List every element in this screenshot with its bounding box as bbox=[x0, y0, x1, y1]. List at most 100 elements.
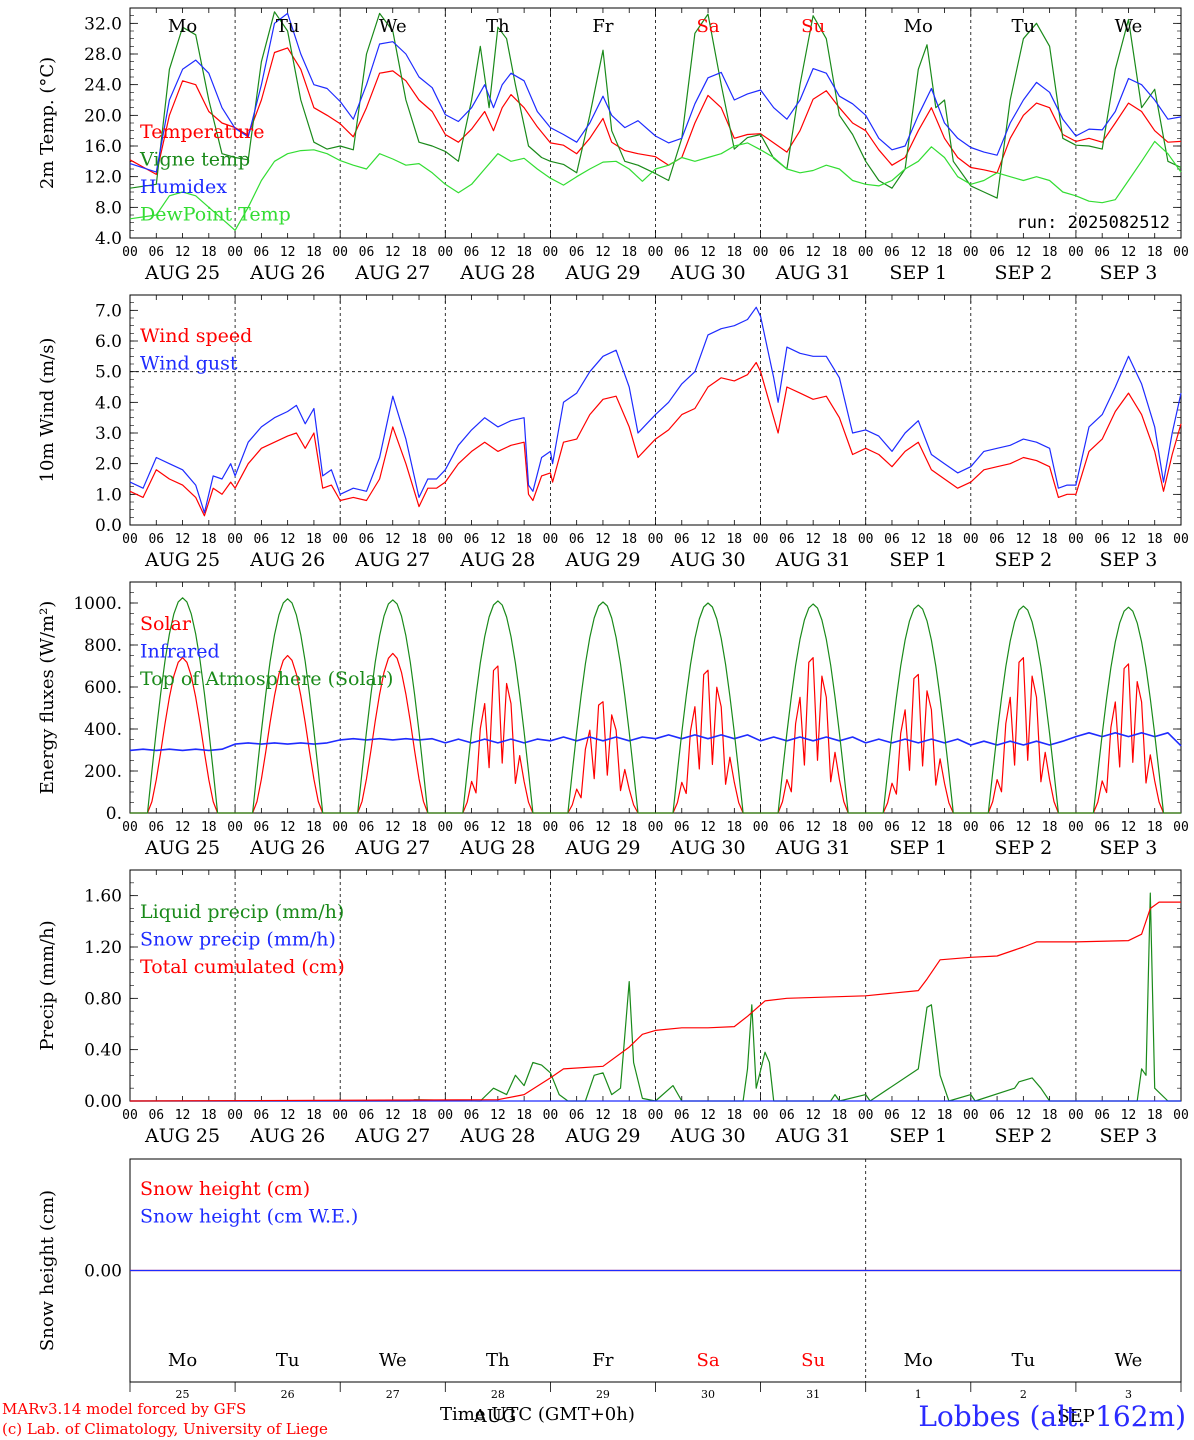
y-tick-label: 800. bbox=[84, 636, 122, 656]
x-tick-label: 18 bbox=[201, 820, 217, 835]
day-number-label: 31 bbox=[806, 1388, 820, 1401]
y-tick-label: 32.0 bbox=[84, 14, 122, 34]
x-tick-label: 00 bbox=[963, 532, 979, 547]
x-tick-label: 00 bbox=[122, 245, 138, 260]
day-label: SEP 1 bbox=[889, 262, 947, 284]
series-line-infrared bbox=[129, 732, 1182, 752]
y-tick-label: 3.0 bbox=[95, 424, 122, 444]
day-label: SEP 2 bbox=[994, 549, 1052, 571]
x-tick-label: 18 bbox=[306, 245, 322, 260]
legend-entry: Snow height (cm) bbox=[140, 1178, 310, 1200]
x-tick-label: 12 bbox=[490, 820, 506, 835]
x-tick-label: 18 bbox=[411, 1108, 427, 1123]
y-tick-label: 0.80 bbox=[84, 989, 122, 1009]
x-tick-label: 18 bbox=[1042, 245, 1058, 260]
time-axis-label: Time UTC (GMT+0h) bbox=[440, 1404, 635, 1425]
weekday-label: Tu bbox=[1012, 16, 1036, 37]
weekday-label: We bbox=[1115, 1350, 1143, 1371]
x-tick-label: 12 bbox=[700, 1108, 716, 1123]
x-tick-label: 06 bbox=[254, 245, 270, 260]
day-label: AUG 31 bbox=[775, 1125, 851, 1147]
legend-entry: Snow precip (mm/h) bbox=[140, 929, 336, 951]
x-tick-label: 12 bbox=[385, 820, 401, 835]
y-tick-label: 12.0 bbox=[84, 168, 122, 188]
x-tick-label: 06 bbox=[569, 1108, 585, 1123]
x-tick-label: 06 bbox=[569, 820, 585, 835]
x-tick-label: 18 bbox=[1042, 1108, 1058, 1123]
series-line-top-of-atmosphere-solar- bbox=[130, 597, 1181, 814]
y-tick-label: 6.0 bbox=[95, 332, 122, 352]
y-tick-label: 4.0 bbox=[95, 229, 122, 249]
day-label: AUG 25 bbox=[144, 1125, 220, 1147]
y-tick-label: 2.0 bbox=[95, 455, 122, 475]
day-number-label: 27 bbox=[386, 1388, 400, 1401]
x-tick-label: 12 bbox=[280, 245, 296, 260]
x-tick-label: 18 bbox=[411, 820, 427, 835]
x-tick-label: 12 bbox=[910, 245, 926, 260]
x-tick-label: 00 bbox=[122, 532, 138, 547]
x-tick-label: 18 bbox=[306, 1108, 322, 1123]
x-tick-label: 12 bbox=[175, 1108, 191, 1123]
legend-entry: Infrared bbox=[140, 641, 220, 663]
x-tick-label: 12 bbox=[280, 1108, 296, 1123]
x-tick-label: 00 bbox=[1173, 532, 1189, 547]
x-tick-label: 06 bbox=[1094, 820, 1110, 835]
x-tick-label: 06 bbox=[569, 532, 585, 547]
day-label: AUG 28 bbox=[459, 549, 535, 571]
day-label: SEP 2 bbox=[994, 837, 1052, 859]
y-tick-label: 0. bbox=[106, 804, 122, 824]
x-tick-label: 18 bbox=[937, 1108, 953, 1123]
x-tick-label: 12 bbox=[175, 820, 191, 835]
x-tick-label: 18 bbox=[621, 532, 637, 547]
legend-entry: Snow height (cm W.E.) bbox=[140, 1206, 358, 1228]
x-tick-label: 00 bbox=[437, 532, 453, 547]
x-tick-label: 18 bbox=[411, 245, 427, 260]
x-tick-label: 06 bbox=[779, 245, 795, 260]
x-tick-label: 00 bbox=[858, 532, 874, 547]
day-label: SEP 3 bbox=[1100, 549, 1158, 571]
x-tick-label: 00 bbox=[122, 820, 138, 835]
x-tick-label: 18 bbox=[201, 532, 217, 547]
day-label: AUG 28 bbox=[459, 262, 535, 284]
day-label: SEP 3 bbox=[1100, 262, 1158, 284]
y-tick-label: 400. bbox=[84, 720, 122, 740]
x-tick-label: 12 bbox=[1016, 532, 1032, 547]
series-line-temperature bbox=[129, 47, 1182, 175]
day-label: SEP 1 bbox=[889, 1125, 947, 1147]
y-axis-label: Snow height (cm) bbox=[37, 1190, 58, 1351]
weekday-label: Tu bbox=[276, 16, 300, 37]
x-tick-label: 12 bbox=[805, 820, 821, 835]
x-tick-label: 12 bbox=[490, 1108, 506, 1123]
x-tick-label: 06 bbox=[359, 245, 375, 260]
y-tick-label: 4.0 bbox=[95, 393, 122, 413]
x-tick-label: 00 bbox=[227, 245, 243, 260]
x-tick-label: 00 bbox=[227, 820, 243, 835]
x-tick-label: 06 bbox=[674, 1108, 690, 1123]
day-label: AUG 28 bbox=[459, 1125, 535, 1147]
day-label: AUG 29 bbox=[564, 549, 640, 571]
day-label: SEP 2 bbox=[994, 1125, 1052, 1147]
weekday-label: Su bbox=[801, 1350, 825, 1371]
x-tick-label: 06 bbox=[359, 532, 375, 547]
x-tick-label: 06 bbox=[989, 245, 1005, 260]
x-tick-label: 18 bbox=[937, 820, 953, 835]
y-tick-label: 1000. bbox=[73, 594, 122, 614]
series-line-dewpoint-temp bbox=[129, 140, 1182, 231]
day-number-label: 2 bbox=[1020, 1388, 1027, 1401]
weekday-label: Sa bbox=[697, 16, 720, 37]
x-tick-label: 00 bbox=[753, 245, 769, 260]
x-tick-label: 18 bbox=[1042, 820, 1058, 835]
day-label: AUG 27 bbox=[354, 262, 430, 284]
x-tick-label: 00 bbox=[1068, 1108, 1084, 1123]
legend-entry: Top of Atmosphere (Solar) bbox=[140, 668, 393, 690]
y-axis-label: 10m Wind (m/s) bbox=[37, 338, 58, 483]
x-tick-label: 00 bbox=[543, 245, 559, 260]
x-tick-label: 00 bbox=[227, 532, 243, 547]
x-tick-label: 00 bbox=[1068, 820, 1084, 835]
legend-entry: DewPoint Temp bbox=[140, 204, 291, 226]
day-label: AUG 25 bbox=[144, 549, 220, 571]
x-tick-label: 00 bbox=[753, 820, 769, 835]
x-tick-label: 12 bbox=[490, 532, 506, 547]
x-tick-label: 00 bbox=[332, 820, 348, 835]
x-tick-label: 12 bbox=[1121, 532, 1137, 547]
